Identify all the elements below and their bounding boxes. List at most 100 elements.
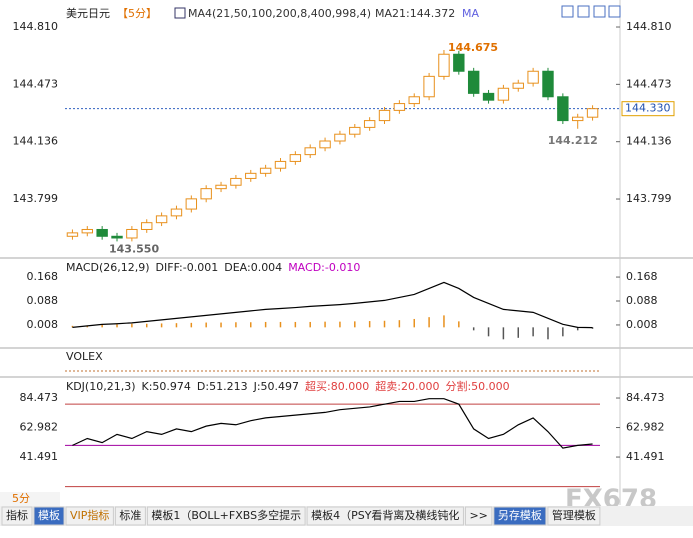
symbol: 美元日元 — [66, 7, 110, 20]
y-tick-label: 0.008 — [27, 318, 59, 331]
candle-body — [334, 133, 346, 142]
y-tick-label: 84.473 — [626, 391, 665, 404]
tab-bg — [547, 506, 601, 526]
kdj-d: D:51.213 — [197, 380, 248, 393]
candle-body — [259, 167, 272, 174]
y-tick-label: 143.799 — [626, 192, 672, 205]
button[interactable] — [561, 5, 574, 18]
candle-body — [126, 228, 138, 239]
candle-body — [304, 147, 316, 156]
ma21: MA21:144.372 — [375, 7, 455, 20]
y-tick-label: 143.799 — [13, 192, 59, 205]
toolbar-tab[interactable]: 管理模板 — [552, 508, 596, 522]
y-tick-label: 144.810 — [13, 20, 59, 33]
candle-body — [423, 75, 435, 98]
candle-body — [497, 87, 510, 101]
candle-body — [349, 126, 361, 135]
candle-body — [527, 70, 539, 84]
macd-macd: MACD:-0.010 — [288, 261, 360, 274]
y-tick-label: 144.136 — [626, 135, 672, 148]
candle-body — [141, 222, 153, 230]
button[interactable] — [593, 5, 606, 18]
tab-bg — [114, 506, 146, 526]
high-annotation: 144.675 — [448, 41, 498, 54]
window-buttons — [561, 5, 621, 18]
candle-body — [245, 172, 257, 179]
candle-body — [96, 228, 108, 237]
line — [72, 281, 593, 329]
candle-body — [586, 108, 599, 118]
toolbar-tab[interactable]: VIP指标 — [70, 508, 109, 522]
low-annotation: 144.212 — [548, 134, 598, 147]
toolbar-tab[interactable]: 模板4（PSY看背离及横线钝化 — [311, 508, 459, 522]
toolbar-tab[interactable]: 指标 — [6, 508, 28, 522]
icon[interactable] — [174, 7, 186, 19]
candle-body — [453, 53, 465, 72]
volex-label: VOLEX — [66, 350, 103, 363]
candle-body — [274, 160, 287, 169]
candle-body — [438, 53, 450, 77]
y-tick-label: 41.491 — [20, 450, 59, 463]
last-price-box — [621, 101, 675, 117]
candle-body — [230, 177, 242, 186]
y-tick-label: 144.473 — [626, 77, 672, 90]
kdj-oversold: 超卖:20.000 — [375, 379, 439, 393]
macd-dea: DEA:0.004 — [224, 261, 282, 274]
candle-body — [66, 232, 79, 237]
y-tick-label: 0.168 — [27, 270, 59, 283]
y-tick-label: 0.168 — [626, 270, 658, 283]
period-tab[interactable]: 5分 — [12, 492, 30, 505]
tab-bg — [464, 506, 493, 526]
kdj-overbought: 超买:80.000 — [305, 379, 369, 393]
candle-body — [155, 215, 168, 224]
ma-label: MA — [462, 7, 479, 20]
y-tick-label: 0.008 — [626, 318, 658, 331]
candle-body — [557, 96, 569, 122]
y-tick-label: 62.982 — [20, 421, 59, 434]
candle-body — [185, 198, 198, 210]
candle-body — [289, 154, 302, 162]
y-tick-label: 144.136 — [13, 135, 59, 148]
candle-body — [200, 188, 212, 200]
candle-body — [393, 103, 406, 111]
period-tab-bg — [0, 492, 60, 506]
toolbar-tab[interactable]: 模板 — [38, 508, 60, 522]
candle-body — [467, 70, 480, 94]
candle-body — [81, 228, 93, 234]
toolbar-tab[interactable]: 另存模板 — [498, 508, 542, 522]
low-annotation: 143.550 — [109, 242, 159, 255]
toolbar-tab[interactable]: >> — [469, 509, 487, 522]
line — [72, 398, 593, 449]
candle-body — [111, 235, 123, 239]
candle-body — [512, 82, 524, 89]
button[interactable] — [577, 5, 590, 18]
y-tick-label: 144.473 — [13, 77, 59, 90]
macd-title: MACD(26,12,9) — [66, 261, 150, 274]
y-tick-label: 0.088 — [27, 294, 59, 307]
kdj-k: K:50.974 — [142, 380, 191, 393]
last-price-label: 144.330 — [625, 102, 671, 115]
candle-body — [215, 184, 227, 190]
candle-body — [482, 92, 495, 101]
kdj-title: KDJ(10,21,3) — [66, 380, 136, 393]
tab-bg — [33, 506, 65, 526]
y-tick-label: 0.088 — [626, 294, 658, 307]
tab-bg — [306, 506, 464, 526]
toolbar-tab[interactable]: 模板1（BOLL+FXBS多空提示 — [151, 508, 301, 522]
y-tick-label: 62.982 — [626, 421, 665, 434]
toolbar-tab[interactable]: 标准 — [119, 508, 141, 522]
candle-body — [319, 140, 331, 149]
y-tick-label: 144.810 — [626, 20, 672, 33]
y-tick-label: 84.473 — [20, 391, 59, 404]
kdj-split: 分割:50.000 — [445, 379, 509, 393]
toolbar: 指标 模板 VIP指标 标准 模板1（BOLL+FXBS多空提示 模板4（PSY看背离及横… — [1, 506, 601, 526]
period: 【5分】 — [117, 7, 157, 20]
button[interactable] — [608, 5, 621, 18]
candle-body — [378, 109, 391, 122]
macd-diff: DIFF:-0.001 — [156, 261, 219, 274]
candle-body — [363, 120, 376, 128]
candle-body — [408, 96, 420, 105]
y-tick-label: 41.491 — [626, 450, 665, 463]
